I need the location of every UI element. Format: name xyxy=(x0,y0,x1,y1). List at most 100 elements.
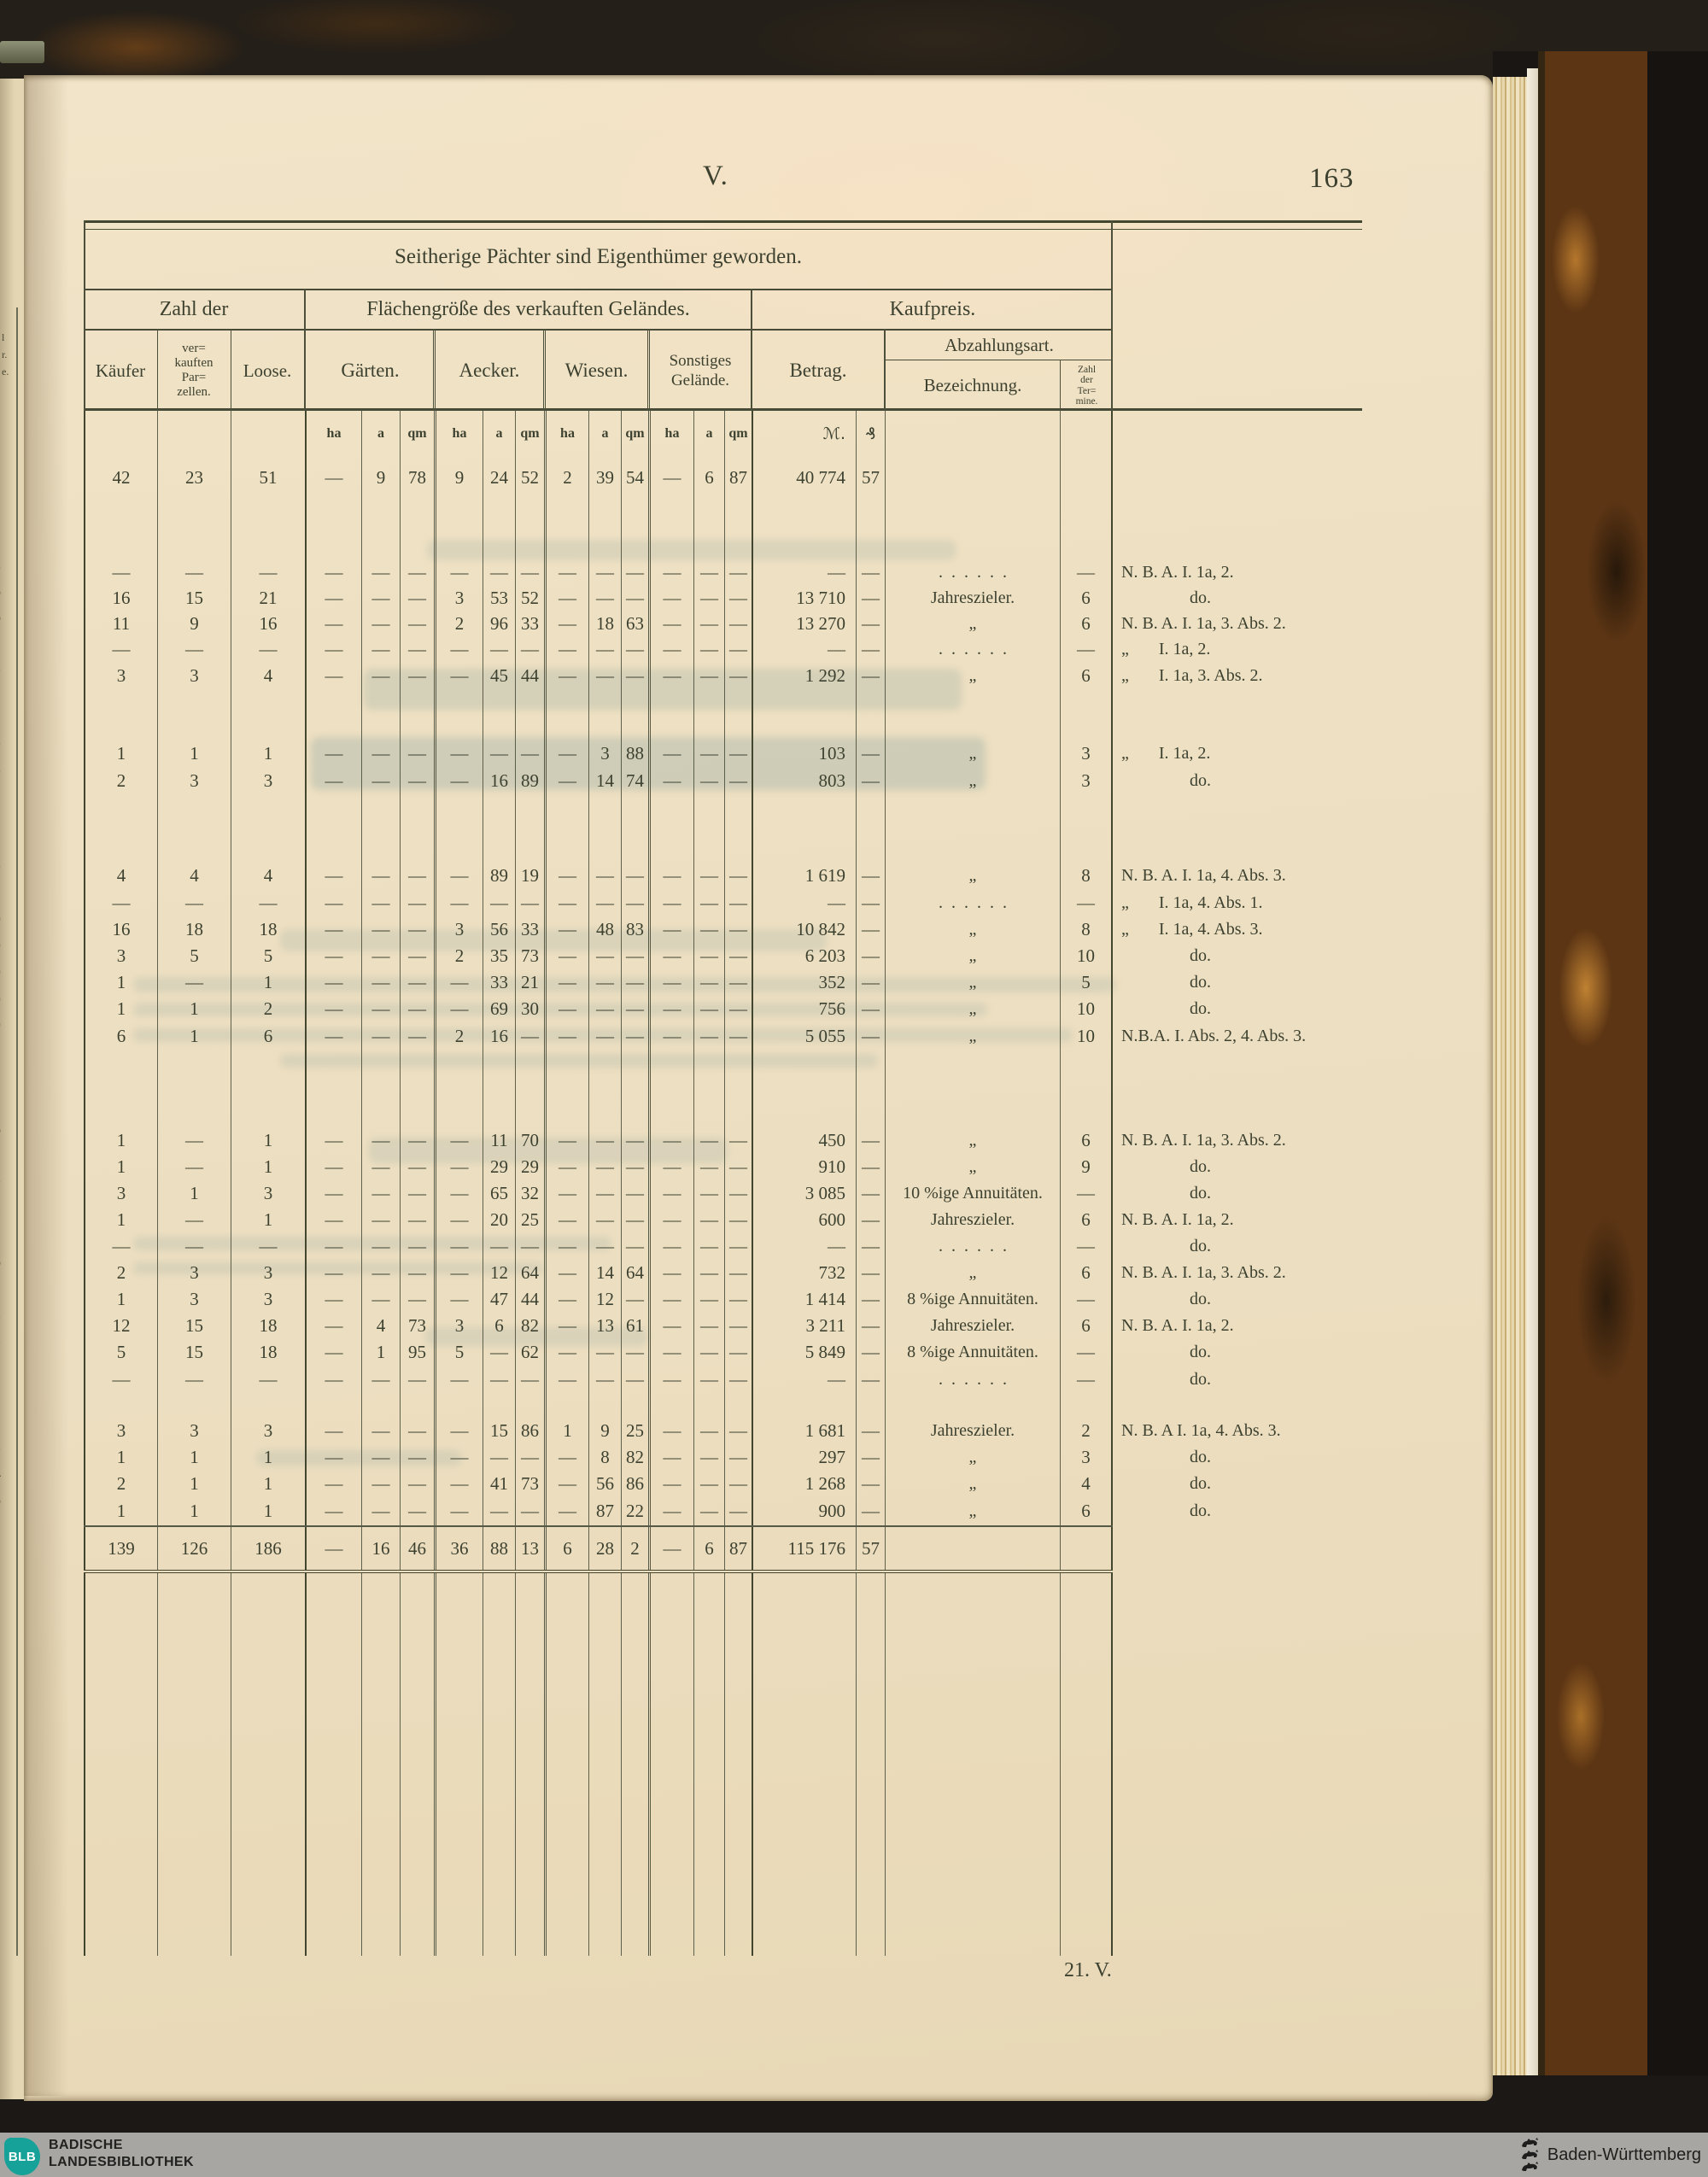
table-cell: — xyxy=(648,1471,693,1497)
table-cell: 13 710 xyxy=(752,585,856,611)
table-cell xyxy=(544,1394,588,1418)
col-kaeufer: Käufer xyxy=(95,360,146,381)
table-cell xyxy=(1060,457,1113,498)
table-cell: 1 xyxy=(157,1022,231,1050)
table-cell: — xyxy=(305,1366,361,1394)
table-cell: 65 xyxy=(483,1180,515,1207)
table-cell xyxy=(588,689,621,740)
table-cell: — xyxy=(305,1286,361,1313)
table-cell xyxy=(885,498,1060,559)
table-cell xyxy=(544,498,588,559)
note-cell: „ I. 1a, 2. xyxy=(1121,639,1211,658)
ink-bleed-ghost xyxy=(256,1450,461,1466)
table-cell: — xyxy=(544,1366,588,1394)
table-cell: — xyxy=(724,1207,752,1233)
table-cell: — xyxy=(588,1366,621,1394)
table-cell: — xyxy=(588,943,621,969)
table-cell: 73 xyxy=(515,1471,544,1497)
table-cell: 3 xyxy=(231,1260,305,1286)
table-cell: 5 849 xyxy=(752,1339,856,1366)
table-cell: 9 xyxy=(588,1418,621,1444)
table-cell: — xyxy=(305,969,361,996)
table-cell: — xyxy=(400,636,434,662)
table-cell: — xyxy=(648,1366,693,1394)
table-cell: 1 xyxy=(544,1418,588,1444)
table-cell: — xyxy=(361,1022,400,1050)
table-cell: 86 xyxy=(515,1418,544,1444)
table-cell: — xyxy=(693,767,724,794)
table-cell: — xyxy=(84,889,157,916)
table-cell: — xyxy=(856,996,885,1022)
table-cell: 18 xyxy=(231,1313,305,1339)
table-cell: — xyxy=(1060,1180,1113,1207)
table-cell: — xyxy=(544,996,588,1022)
table-cell: — xyxy=(544,1260,588,1286)
table-cell: 3 xyxy=(157,662,231,689)
lion-icon xyxy=(1521,2150,1538,2159)
note-cell: do. xyxy=(1121,1237,1211,1255)
table-cell xyxy=(84,1050,157,1127)
table-cell: 87 xyxy=(724,1527,752,1570)
table-cell xyxy=(693,498,724,559)
table-cell: — xyxy=(724,1418,752,1444)
table-cell: — xyxy=(544,1233,588,1260)
table-cell: 2 xyxy=(84,767,157,794)
table-cell: 63 xyxy=(621,611,648,636)
table-cell: — xyxy=(621,1154,648,1180)
table-cell: 33 xyxy=(515,916,544,943)
table-cell: 53 xyxy=(483,585,515,611)
table-cell: — xyxy=(400,996,434,1022)
edge-shadow xyxy=(1538,51,1545,2133)
table-cell: 6 xyxy=(1060,611,1113,636)
table-gap-row xyxy=(84,1394,1369,1418)
table-cell xyxy=(856,498,885,559)
table-row: 2 3 3— — — —12 64—14 64— — —732— „ 6 N. B. A. I. 1a,… xyxy=(84,1260,1369,1286)
table-row: — — — — — — — — — — — — — — — — —. . . . . . — do. xyxy=(84,1366,1369,1394)
table-cell: 22 xyxy=(621,1497,648,1525)
table-cell: 46 xyxy=(400,1527,434,1570)
table-cell: 6 xyxy=(84,1022,157,1050)
coat-of-arms-lions-icon xyxy=(1520,2138,1539,2172)
table-cell: — xyxy=(621,559,648,585)
table-cell: — xyxy=(400,1497,434,1525)
table-cell: 1 xyxy=(231,1444,305,1471)
table-cell: — xyxy=(434,969,483,996)
header-bottom-rule xyxy=(84,408,1362,411)
table-cell: 2 xyxy=(621,1527,648,1570)
note-cell xyxy=(1113,689,1369,740)
table-cell: — xyxy=(1060,636,1113,662)
table-cell xyxy=(434,498,483,559)
table-cell: 1 xyxy=(231,1127,305,1154)
note-cell: do. xyxy=(1121,1157,1211,1176)
table-cell: — xyxy=(693,863,724,889)
col-termine: Zahl der Ter= mine. xyxy=(1075,364,1098,407)
table-cell: — xyxy=(361,611,400,636)
table-cell: — xyxy=(361,996,400,1022)
table-row: 5 15 18—1 95 5—62— — — — — —5 849—8 %ige Annuität… xyxy=(84,1339,1369,1366)
table-cell: 87 xyxy=(588,1497,621,1525)
table-cell: 2 xyxy=(84,1471,157,1497)
cut-off-digit: 0 xyxy=(0,934,1,957)
table-cell: 15 xyxy=(157,1313,231,1339)
table-cell xyxy=(157,1050,231,1127)
table-cell: — xyxy=(588,636,621,662)
table-cell xyxy=(231,411,305,457)
table-cell: — xyxy=(434,996,483,1022)
table-cell: — xyxy=(361,1444,400,1471)
table-cell: 2 xyxy=(1060,1418,1113,1444)
group-rule xyxy=(304,289,306,411)
table-cell: — xyxy=(544,1127,588,1154)
table-cell: — xyxy=(400,1207,434,1233)
table-cell: qm xyxy=(515,411,544,457)
sales-table: Seitherige Pächter sind Eigenthümer gewo… xyxy=(84,220,1370,1956)
col-bezeichnung: Bezeichnung. xyxy=(923,375,1022,395)
table-cell: — xyxy=(724,1233,752,1260)
table-cell: — xyxy=(588,662,621,689)
table-cell: 11 xyxy=(483,1127,515,1154)
table-cell: 8 xyxy=(1060,916,1113,943)
table-cell: 1 xyxy=(84,1497,157,1525)
table-cell: — xyxy=(856,1127,885,1154)
table-cell: 57 xyxy=(856,1527,885,1570)
table-cell: 803 xyxy=(752,767,856,794)
